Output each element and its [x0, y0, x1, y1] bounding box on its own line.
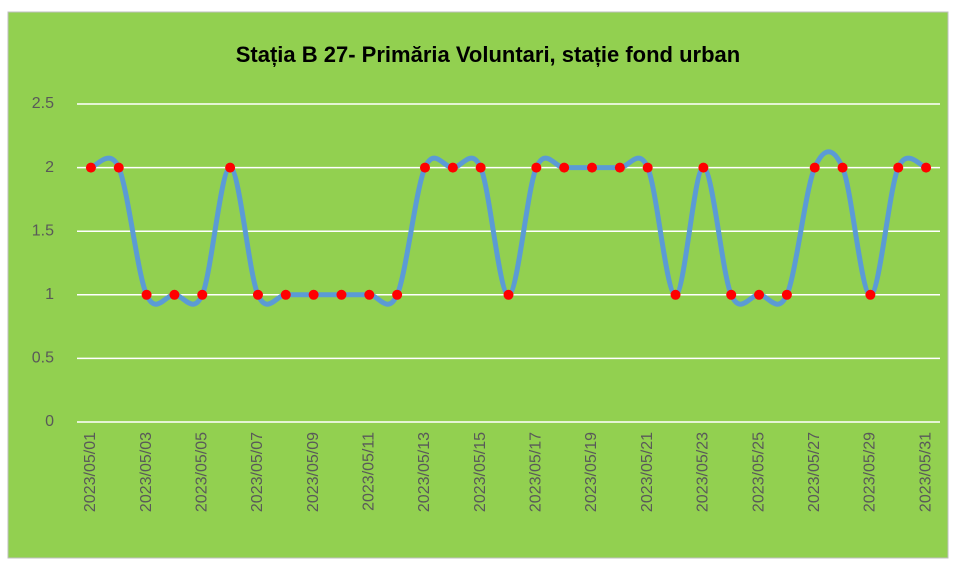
x-tick-label: 2023/05/31: [917, 432, 934, 512]
x-tick-label: 2023/05/13: [416, 432, 433, 512]
marker: [447, 162, 458, 173]
x-tick-label: 2023/05/23: [695, 432, 712, 512]
x-tick-label: 2023/05/01: [82, 432, 99, 512]
y-tick-label: 1: [45, 286, 54, 303]
marker: [781, 289, 792, 300]
marker: [113, 162, 124, 173]
marker: [252, 289, 263, 300]
marker: [642, 162, 653, 173]
marker: [280, 289, 291, 300]
y-tick-label: 2.5: [32, 95, 54, 112]
marker: [85, 162, 96, 173]
x-tick-label: 2023/05/17: [528, 432, 545, 512]
marker: [559, 162, 570, 173]
marker: [364, 289, 375, 300]
marker: [308, 289, 319, 300]
x-tick-label: 2023/05/27: [806, 432, 823, 512]
x-tick-label: 2023/05/07: [249, 432, 266, 512]
marker: [392, 289, 403, 300]
marker: [809, 162, 820, 173]
x-tick-label: 2023/05/09: [305, 432, 322, 512]
marker: [587, 162, 598, 173]
y-tick-label: 2: [45, 159, 54, 176]
marker: [336, 289, 347, 300]
marker: [197, 289, 208, 300]
marker: [754, 289, 765, 300]
chart-title: Stația B 27- Primăria Voluntari, stație …: [236, 42, 740, 67]
x-tick-label: 2023/05/21: [639, 432, 656, 512]
marker: [503, 289, 514, 300]
x-tick-label: 2023/05/19: [583, 432, 600, 512]
y-tick-label: 0.5: [32, 350, 54, 367]
x-tick-label: 2023/05/29: [862, 432, 879, 512]
marker: [698, 162, 709, 173]
x-tick-label: 2023/05/05: [193, 432, 210, 512]
y-tick-label: 1.5: [32, 222, 54, 239]
marker: [141, 289, 152, 300]
marker: [865, 289, 876, 300]
x-tick-label: 2023/05/15: [472, 432, 489, 512]
marker: [475, 162, 486, 173]
marker: [169, 289, 180, 300]
marker: [419, 162, 430, 173]
marker: [921, 162, 932, 173]
marker: [893, 162, 904, 173]
y-tick-label: 0: [45, 413, 54, 430]
x-tick-label: 2023/05/03: [138, 432, 155, 512]
marker: [225, 162, 236, 173]
x-tick-label: 2023/05/25: [750, 432, 767, 512]
marker: [531, 162, 542, 173]
x-tick-label: 2023/05/11: [361, 432, 378, 511]
marker: [670, 289, 681, 300]
marker: [726, 289, 737, 300]
marker: [614, 162, 625, 173]
marker: [837, 162, 848, 173]
